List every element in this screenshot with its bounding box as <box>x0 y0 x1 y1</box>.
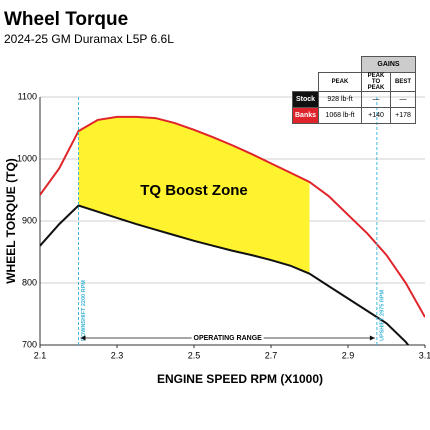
column-header: BEST <box>390 72 417 92</box>
series-line <box>40 204 410 345</box>
x-tick-label: 2.1 <box>34 350 47 360</box>
chart-subtitle: 2024-25 GM Duramax L5P 6.6L <box>4 32 174 46</box>
column-header: PEAK <box>318 72 363 92</box>
y-axis-label: WHEEL TORQUE (TQ) <box>4 158 18 284</box>
x-tick-label: 2.3 <box>111 350 124 360</box>
cell: — <box>361 91 392 108</box>
operating-range-label: OPERATING RANGE <box>194 335 263 342</box>
row-label: Banks <box>291 107 320 124</box>
shift-label: DOWNSHIFT 2200 RPM <box>81 280 87 341</box>
y-tick-label: 1100 <box>18 91 37 101</box>
y-tick-label: 800 <box>22 277 37 287</box>
plot <box>40 115 425 345</box>
x-tick-label: 2.7 <box>265 350 278 360</box>
column-header: PEAK TO PEAK <box>361 72 392 92</box>
series-line <box>40 115 425 318</box>
shift-label: UPSHIFT 2975 RPM <box>379 290 385 341</box>
cell: +140 <box>361 107 392 124</box>
chart-title: Wheel Torque <box>4 9 128 30</box>
x-tick-label: 2.9 <box>342 350 355 360</box>
x-tick-label: 3.1 <box>419 350 430 360</box>
gains-table: GAINS PEAK PEAK TO PEAK BEST Stock 928 lb-f… <box>291 56 417 124</box>
cell: 928 lb-ft <box>318 91 363 108</box>
label-bg <box>191 333 264 343</box>
y-tick-label: 700 <box>22 339 37 349</box>
boost-zone-label: TQ Boost Zone <box>140 182 248 199</box>
group-header: GAINS <box>361 56 417 73</box>
cell: — <box>390 91 417 108</box>
x-axis-label: ENGINE SPEED RPM (X1000) <box>157 372 323 386</box>
cell: 1068 lb-ft <box>318 107 363 124</box>
boost-zone <box>78 116 310 274</box>
cell: +178 <box>390 107 417 124</box>
y-tick-label: 900 <box>22 215 37 225</box>
y-tick-label: 1000 <box>17 153 37 163</box>
x-tick-label: 2.5 <box>188 350 201 360</box>
row-label: Stock <box>291 91 320 108</box>
